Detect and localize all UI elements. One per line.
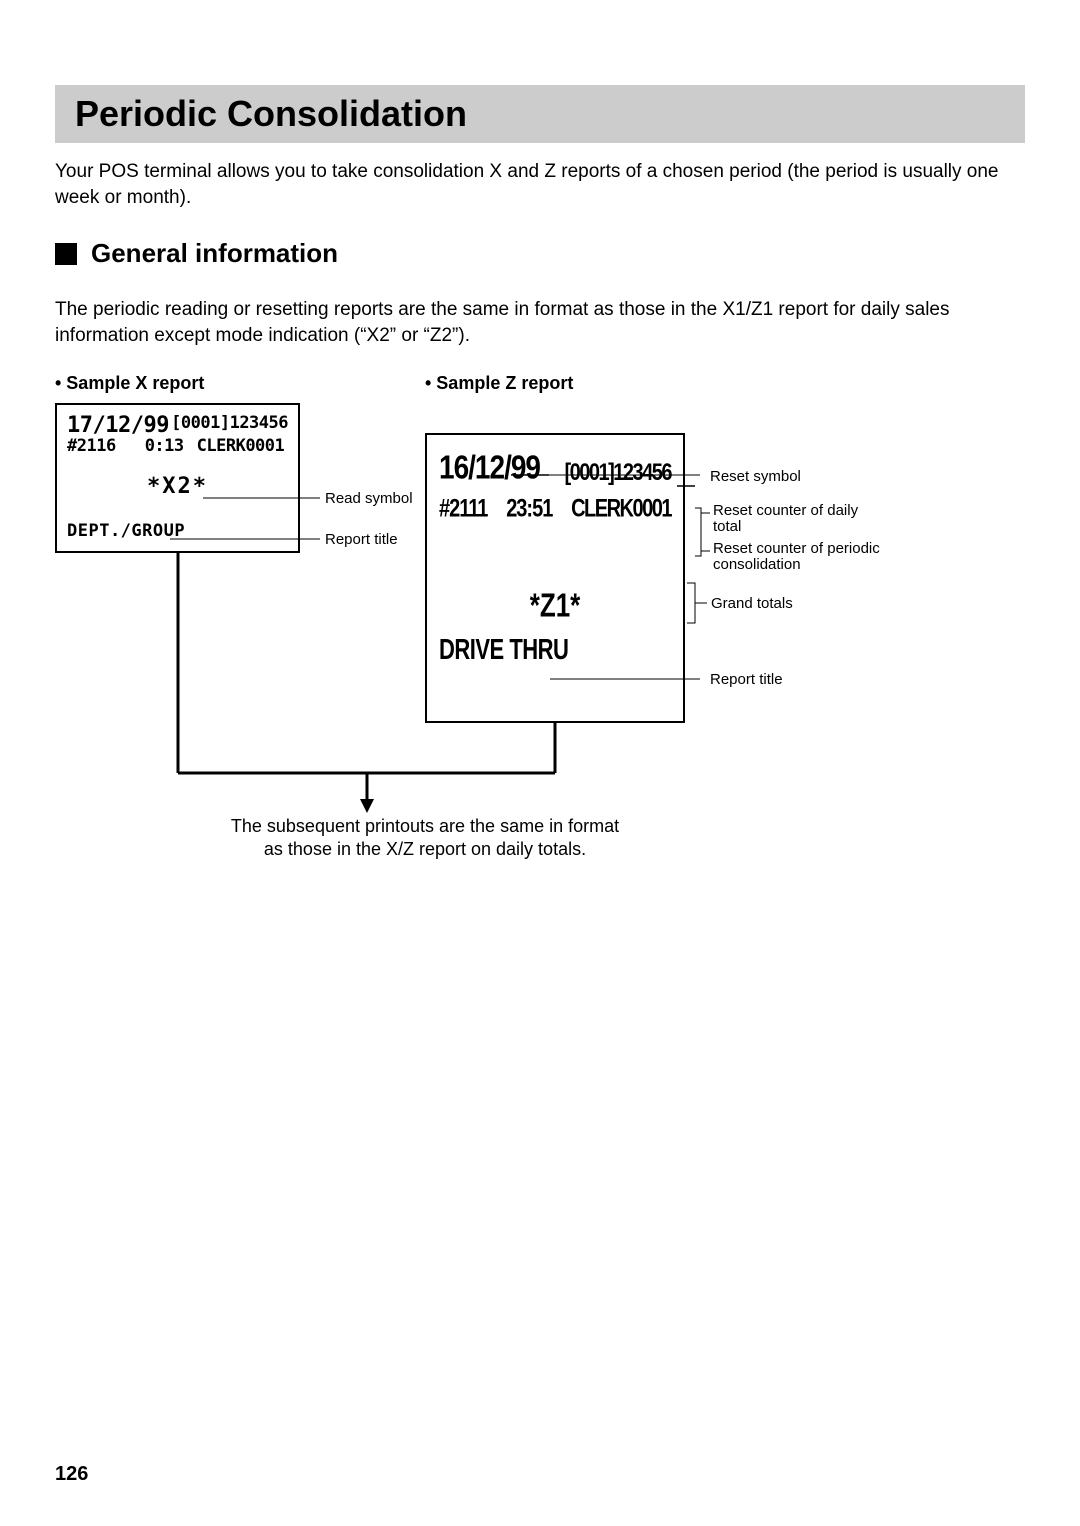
z-drive: DRIVE THRU bbox=[439, 633, 671, 667]
square-bullet-icon bbox=[55, 243, 77, 265]
annot-reset-periodic: Reset counter of periodic consolidation bbox=[713, 541, 883, 574]
page: Periodic Consolidation Your POS terminal… bbox=[0, 0, 1080, 1526]
x-seq: #2116 bbox=[67, 436, 116, 456]
annot-reset-daily: Reset counter of daily total bbox=[713, 503, 883, 536]
annot-grand-totals: Grand totals bbox=[711, 596, 793, 613]
annot-reset-symbol: Reset symbol bbox=[710, 469, 801, 486]
footer-note: The subsequent printouts are the same in… bbox=[225, 815, 625, 862]
section-body: The periodic reading or resetting report… bbox=[55, 297, 1025, 348]
annot-report-title-z: Report title bbox=[710, 672, 783, 689]
x-code: [0001]123456 bbox=[171, 413, 288, 438]
x-clerk: CLERK0001 bbox=[197, 436, 285, 456]
z-mode: *Z1* bbox=[439, 585, 671, 625]
sample-x-title: • Sample X report bbox=[55, 373, 204, 394]
x-report-receipt: 17/12/99 [0001]123456 #2116 0:13 CLERK00… bbox=[55, 403, 300, 553]
page-title: Periodic Consolidation bbox=[55, 85, 1025, 143]
section-heading: General information bbox=[55, 238, 1025, 269]
page-number: 126 bbox=[55, 1463, 88, 1486]
x-mode: *X2* bbox=[67, 474, 288, 499]
section-heading-text: General information bbox=[91, 238, 338, 269]
z-date: 16/12/99 bbox=[439, 448, 540, 486]
z-clerk: CLERK0001 bbox=[571, 495, 671, 524]
x-date: 17/12/99 bbox=[67, 413, 169, 438]
annot-report-title-x: Report title bbox=[325, 532, 398, 549]
intro-text: Your POS terminal allows you to take con… bbox=[55, 159, 1025, 210]
x-time: 0:13 bbox=[145, 436, 184, 456]
x-dept: DEPT./GROUP bbox=[67, 521, 288, 541]
z-report-receipt: 16/12/99 [0001]123456 #2111 23:51 CLERK0… bbox=[425, 433, 685, 723]
z-time: 23:51 bbox=[506, 495, 552, 524]
sample-z-title: • Sample Z report bbox=[425, 373, 573, 394]
reports-area: • Sample X report • Sample Z report 17/1… bbox=[55, 373, 1025, 893]
z-code: [0001]123456 bbox=[564, 459, 671, 487]
annot-read-symbol: Read symbol bbox=[325, 491, 413, 508]
z-seq: #2111 bbox=[439, 495, 487, 524]
